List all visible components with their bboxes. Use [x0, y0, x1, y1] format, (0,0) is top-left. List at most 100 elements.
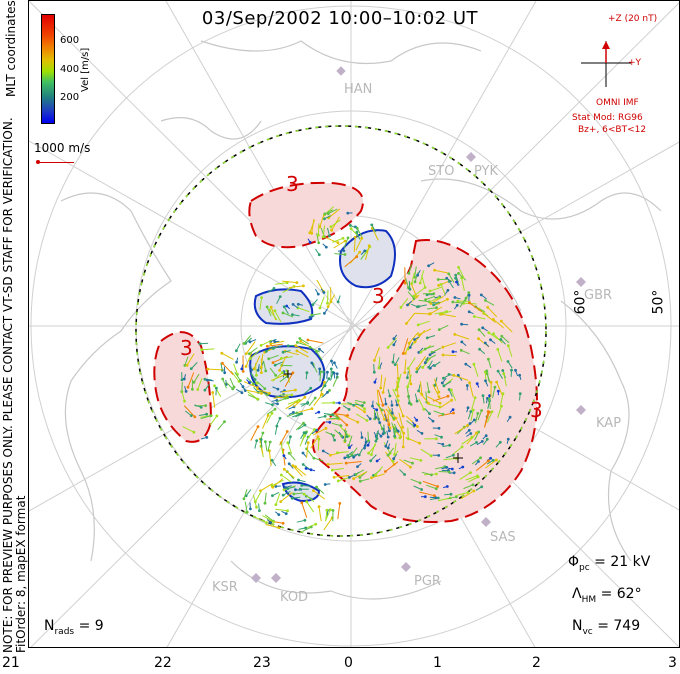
- vector-line-531: [184, 386, 187, 392]
- mlt-tick-3: 3: [668, 655, 677, 671]
- vector-line-334: [394, 442, 397, 455]
- vector-line-589: [327, 227, 330, 237]
- vector-line-404: [391, 422, 397, 432]
- vector-line-511: [281, 389, 296, 393]
- vector-line-380: [344, 415, 359, 423]
- vector-line-714: [410, 303, 418, 308]
- vector-line-665: [318, 506, 322, 522]
- vector-line-103: [385, 408, 395, 420]
- vector-line-697: [459, 297, 467, 308]
- vector-line-689: [407, 291, 415, 299]
- vector-line-323: [370, 454, 377, 462]
- vector-line-583: [324, 209, 334, 215]
- velocity-reference-line: [38, 162, 74, 163]
- vector-line-707: [435, 298, 448, 306]
- vector-line-330: [347, 451, 354, 457]
- vector-line-78: [414, 393, 418, 402]
- vector-line-258: [419, 381, 423, 395]
- vector-line-513: [273, 345, 282, 349]
- vector-line-342: [310, 469, 316, 472]
- vector-line-141: [406, 312, 416, 324]
- vector-line-545: [181, 390, 185, 402]
- vector-line-516: [236, 357, 239, 363]
- vector-line-232: [500, 339, 507, 345]
- vector-line-621: [274, 310, 282, 323]
- vector-line-676: [408, 264, 412, 274]
- vector-line-98: [482, 439, 488, 445]
- vector-line-425: [285, 350, 299, 356]
- vector-line-688: [448, 281, 454, 289]
- vector-line-89: [482, 395, 485, 404]
- vector-line-347: [383, 424, 385, 433]
- vector-line-469: [266, 346, 274, 352]
- vector-line-448: [242, 386, 246, 391]
- vector-line-488: [245, 337, 252, 344]
- vector-line-114: [439, 399, 452, 409]
- vector-line-237: [473, 364, 479, 377]
- vector-line-51: [497, 370, 503, 379]
- vector-line-95: [493, 333, 503, 344]
- vector-line-170: [478, 329, 486, 337]
- vector-line-592: [314, 248, 320, 255]
- vector-line-312: [280, 442, 284, 454]
- vector-line-560: [317, 223, 320, 236]
- vector-line-440: [275, 361, 284, 366]
- vector-line-593: [371, 224, 377, 233]
- vector-line-92: [467, 411, 472, 420]
- vector-line-375: [367, 431, 369, 441]
- vector-line-483: [333, 373, 336, 379]
- vector-line-356: [348, 453, 357, 458]
- vector-line-133: [416, 429, 423, 434]
- vector-line-145: [450, 389, 457, 401]
- vector-line-538: [199, 413, 207, 416]
- vector-line-474: [249, 364, 253, 371]
- vector-line-412: [259, 390, 268, 396]
- vector-line-673: [254, 491, 262, 503]
- vector-line-402: [254, 440, 258, 449]
- vector-line-11: [444, 493, 452, 496]
- vector-line-220: [469, 302, 483, 313]
- vector-line-215: [492, 387, 496, 399]
- vector-line-428: [297, 341, 307, 346]
- vector-line-87: [414, 329, 426, 343]
- vector-line-253: [465, 363, 472, 369]
- vector-line-255: [454, 425, 468, 435]
- vector-line-487: [263, 361, 267, 372]
- vector-line-420: [220, 362, 223, 371]
- vector-line-119: [497, 406, 502, 419]
- vector-line-306: [271, 460, 277, 467]
- vector-line-373: [292, 465, 303, 477]
- vector-line-614: [283, 306, 289, 315]
- vector-line-417: [279, 375, 288, 383]
- vector-line-581: [356, 232, 361, 240]
- contour-label-3: 3: [180, 336, 193, 360]
- vector-line-275: [298, 479, 306, 483]
- vector-line-38: [453, 446, 463, 455]
- vector-line-372: [349, 444, 353, 448]
- vector-line-6: [476, 440, 483, 446]
- vector-line-293: [317, 415, 326, 419]
- radar-count: Nrads = 9: [44, 618, 104, 637]
- imf-clock: [581, 41, 631, 87]
- vector-line-579: [344, 256, 358, 268]
- vector-line-710: [408, 280, 411, 290]
- vector-line-190: [408, 369, 412, 385]
- vector-line-149: [485, 459, 497, 469]
- vector-line-464: [249, 347, 258, 355]
- vector-line-443: [239, 382, 244, 388]
- vector-line-158: [407, 300, 413, 306]
- vector-line-602: [282, 312, 294, 318]
- velocity-colorbar: [41, 14, 55, 124]
- vector-line-94: [410, 478, 421, 484]
- vector-line-57: [427, 403, 441, 408]
- vector-origin-560: [316, 233, 320, 237]
- vector-line-198: [441, 313, 456, 318]
- cell-centres: [284, 370, 463, 463]
- latitude-label-50: 50°: [650, 289, 667, 315]
- vector-line-476: [284, 372, 294, 388]
- vector-line-205: [487, 306, 498, 318]
- vector-line-307: [313, 457, 324, 462]
- vector-line-34: [392, 388, 399, 401]
- vector-line-304: [348, 435, 353, 446]
- vector-line-442: [333, 362, 338, 369]
